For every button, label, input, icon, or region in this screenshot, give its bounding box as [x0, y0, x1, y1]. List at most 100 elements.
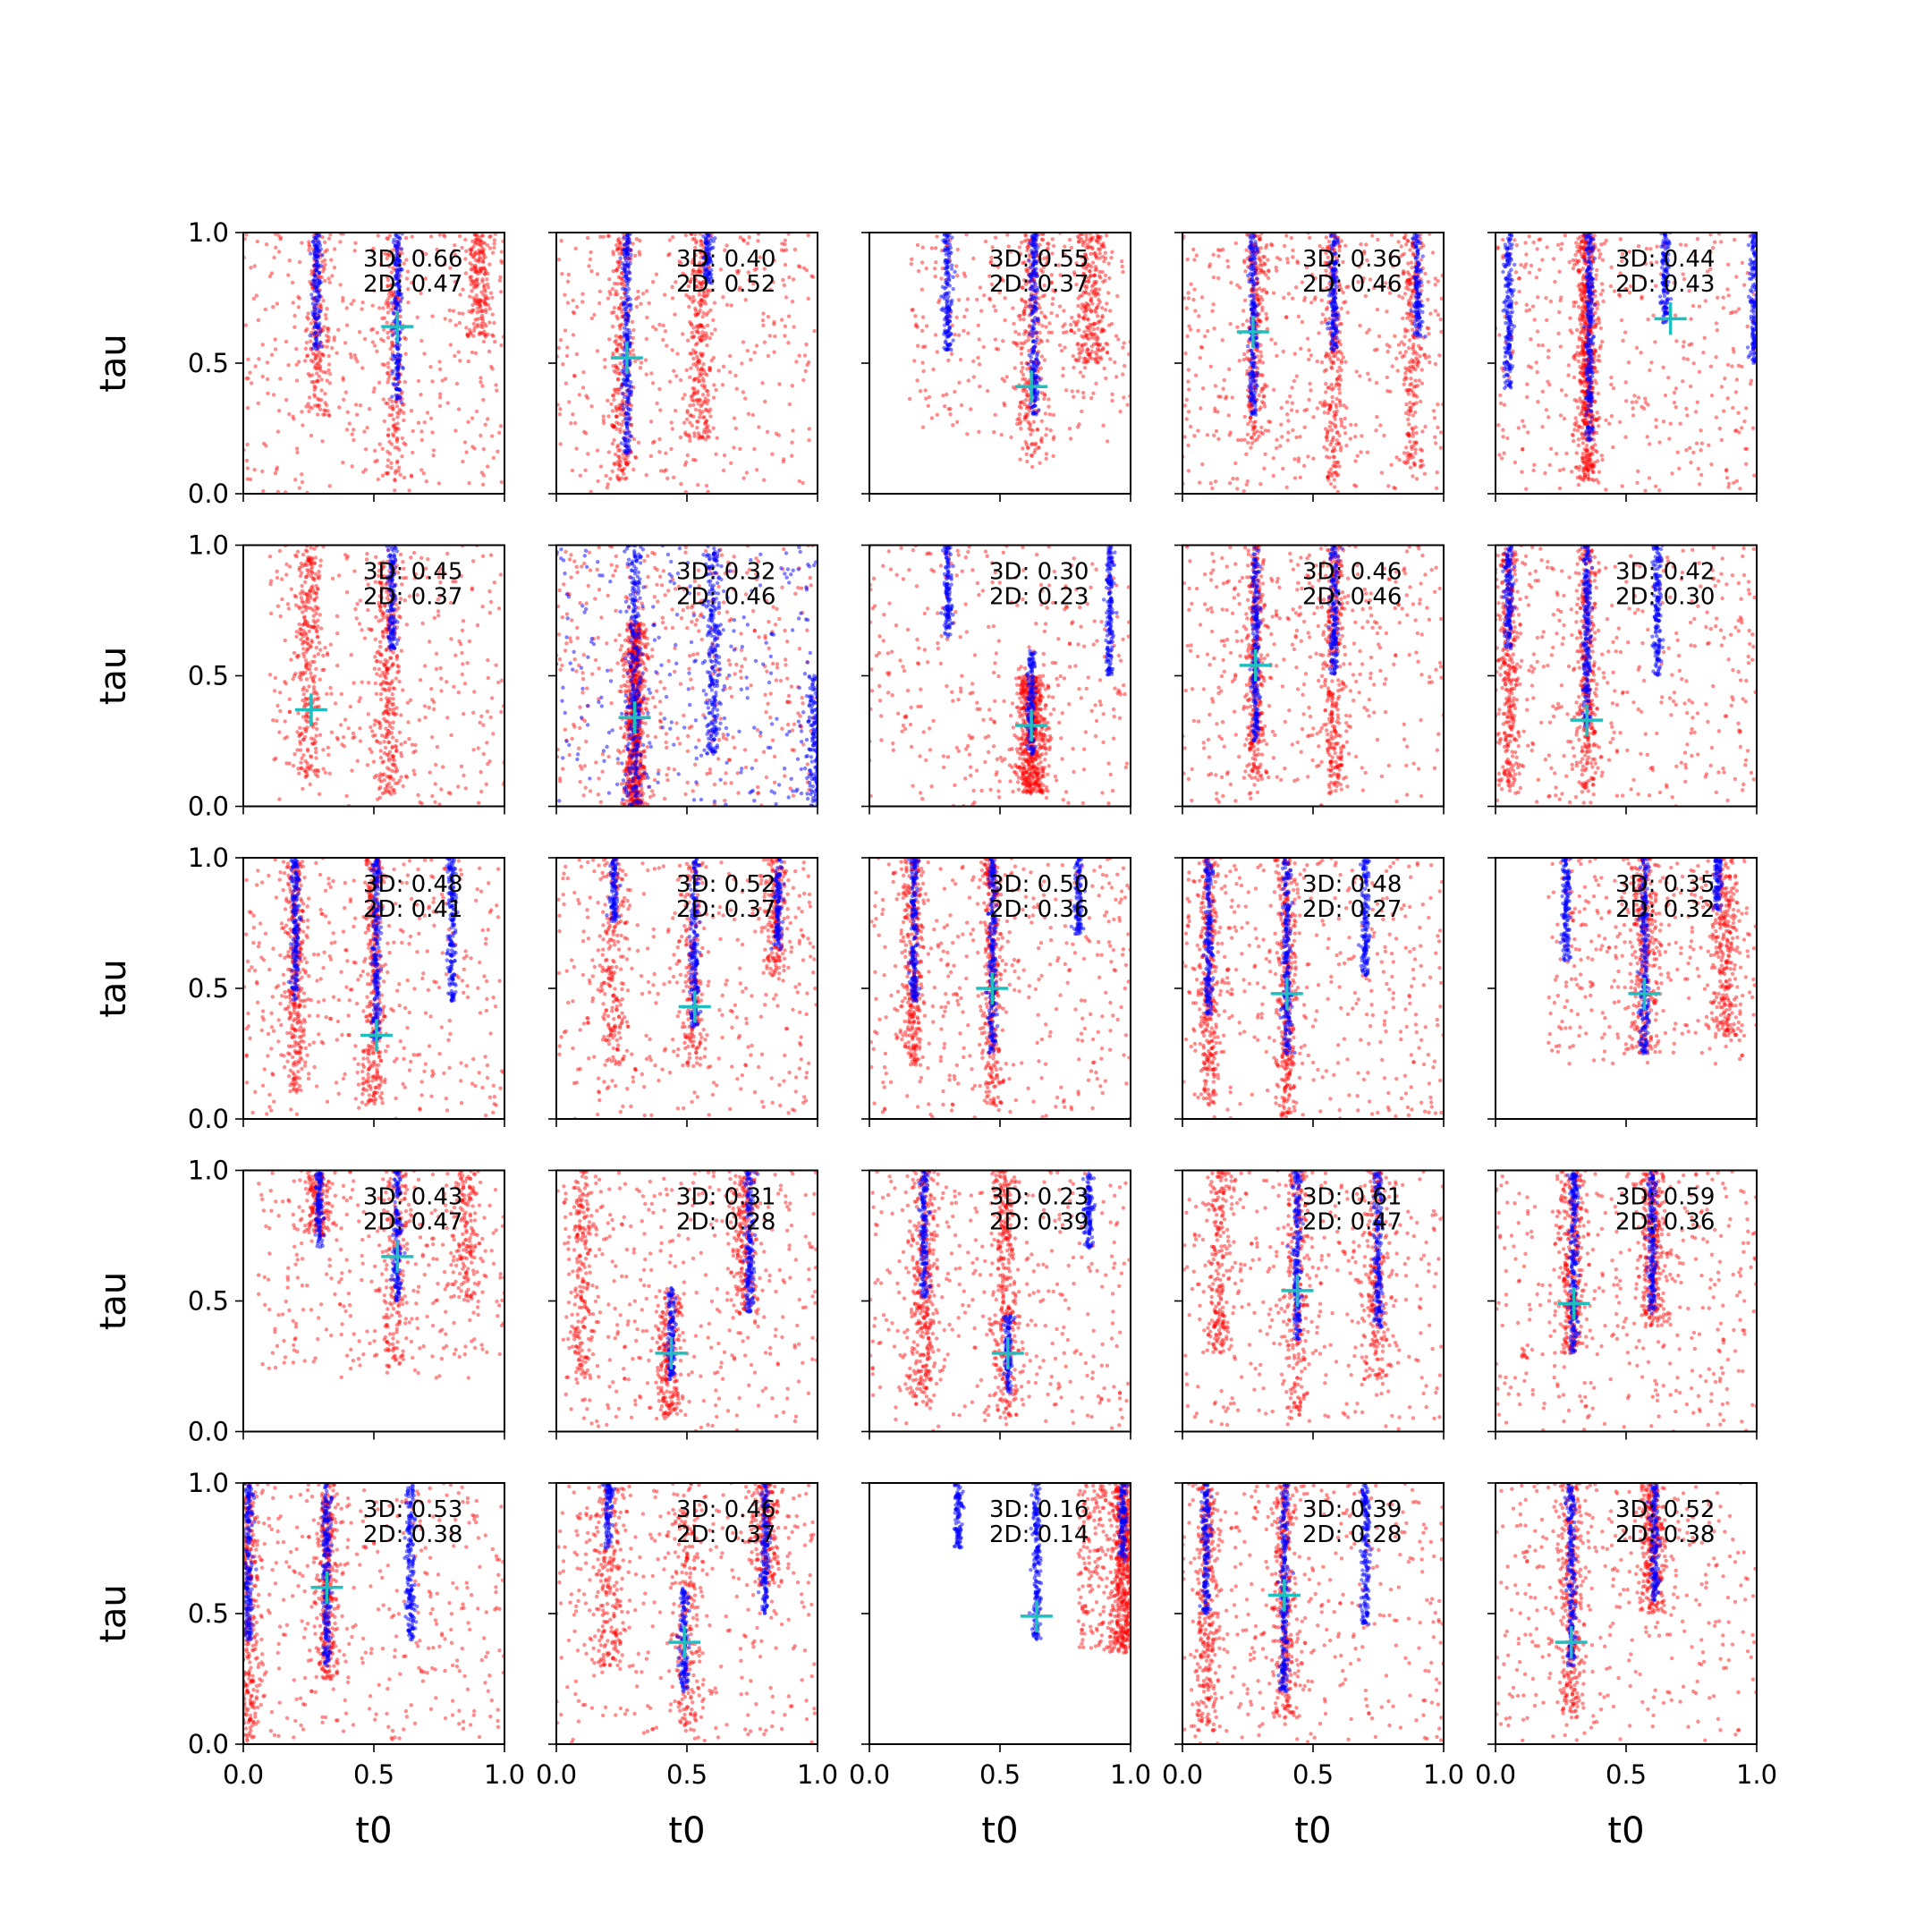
- red-point: [1083, 356, 1088, 361]
- red-point: [1020, 285, 1025, 291]
- red-point: [721, 364, 726, 369]
- red-point: [1245, 479, 1250, 484]
- red-point: [1252, 430, 1257, 435]
- red-point: [327, 413, 332, 418]
- red-point: [735, 269, 740, 274]
- red-point: [305, 354, 309, 359]
- red-point: [483, 332, 487, 337]
- red-point: [479, 267, 484, 272]
- red-point: [1097, 274, 1102, 278]
- red-point: [614, 267, 619, 273]
- red-point: [617, 457, 622, 462]
- red-point: [610, 324, 615, 329]
- red-point: [1085, 262, 1090, 267]
- red-point: [1024, 329, 1029, 335]
- red-point: [1403, 366, 1408, 370]
- red-point: [767, 334, 772, 338]
- red-point: [682, 462, 688, 467]
- red-point: [467, 309, 471, 314]
- red-point: [1246, 402, 1251, 407]
- red-point: [297, 259, 302, 265]
- red-point: [1098, 348, 1103, 352]
- red-point: [1020, 360, 1024, 366]
- blue-point: [623, 377, 627, 382]
- blue-point: [624, 404, 629, 409]
- red-point: [1246, 440, 1250, 445]
- red-point: [691, 326, 696, 330]
- red-point: [595, 272, 600, 276]
- red-point: [993, 309, 998, 313]
- red-point: [571, 412, 575, 417]
- red-point: [1083, 305, 1089, 309]
- red-point: [1057, 304, 1063, 309]
- red-point: [1076, 319, 1080, 324]
- red-point: [1264, 273, 1268, 277]
- red-point: [598, 464, 604, 469]
- red-point: [614, 365, 619, 370]
- red-point: [1410, 293, 1414, 298]
- red-point: [559, 239, 564, 243]
- red-point: [701, 325, 707, 330]
- red-point: [1408, 248, 1412, 252]
- red-point: [1121, 345, 1125, 350]
- red-point: [487, 246, 493, 250]
- red-point: [615, 246, 620, 250]
- red-point: [1266, 258, 1270, 262]
- red-point: [1063, 345, 1067, 350]
- red-point: [403, 336, 408, 342]
- red-point: [1407, 281, 1412, 285]
- blue-point: [625, 233, 630, 238]
- red-point: [1022, 300, 1028, 304]
- blue-point: [1250, 258, 1254, 262]
- red-point: [1241, 358, 1246, 362]
- red-point: [1088, 307, 1092, 311]
- red-point: [321, 353, 326, 358]
- blue-point: [310, 296, 315, 301]
- red-point: [1019, 341, 1023, 345]
- red-point: [1042, 284, 1046, 288]
- red-point: [1227, 481, 1233, 486]
- red-point: [1116, 337, 1121, 342]
- red-point: [341, 460, 345, 465]
- red-point: [771, 280, 775, 284]
- red-point: [1030, 428, 1036, 433]
- red-point: [1402, 292, 1408, 296]
- red-point: [442, 262, 447, 267]
- red-point: [1313, 275, 1318, 281]
- red-point: [1022, 417, 1027, 421]
- red-point: [636, 289, 640, 294]
- red-point: [1286, 430, 1291, 435]
- red-point: [570, 468, 575, 473]
- red-point: [1419, 463, 1423, 468]
- red-point: [485, 417, 490, 421]
- red-point: [1402, 251, 1407, 257]
- red-point: [712, 383, 716, 387]
- red-point: [696, 359, 700, 364]
- red-point: [1413, 378, 1418, 383]
- red-point: [696, 389, 700, 394]
- red-point: [1186, 379, 1191, 384]
- blue-point: [1250, 242, 1255, 248]
- red-point: [293, 478, 298, 482]
- red-point: [1225, 258, 1230, 263]
- blue-point: [310, 282, 315, 287]
- red-point: [478, 301, 482, 305]
- red-point: [458, 359, 462, 363]
- red-point: [312, 394, 318, 399]
- red-point: [1411, 385, 1417, 389]
- red-point: [1024, 415, 1029, 419]
- red-point: [373, 460, 377, 464]
- red-point: [326, 412, 331, 418]
- red-point: [1081, 335, 1086, 340]
- red-point: [1006, 244, 1011, 249]
- red-point: [1081, 395, 1086, 400]
- red-point: [699, 383, 705, 388]
- red-point: [698, 337, 702, 343]
- red-point: [1017, 404, 1022, 409]
- red-point: [375, 458, 379, 463]
- red-point: [474, 241, 479, 245]
- red-point: [1367, 327, 1371, 332]
- red-point: [391, 423, 396, 428]
- red-point: [688, 435, 692, 440]
